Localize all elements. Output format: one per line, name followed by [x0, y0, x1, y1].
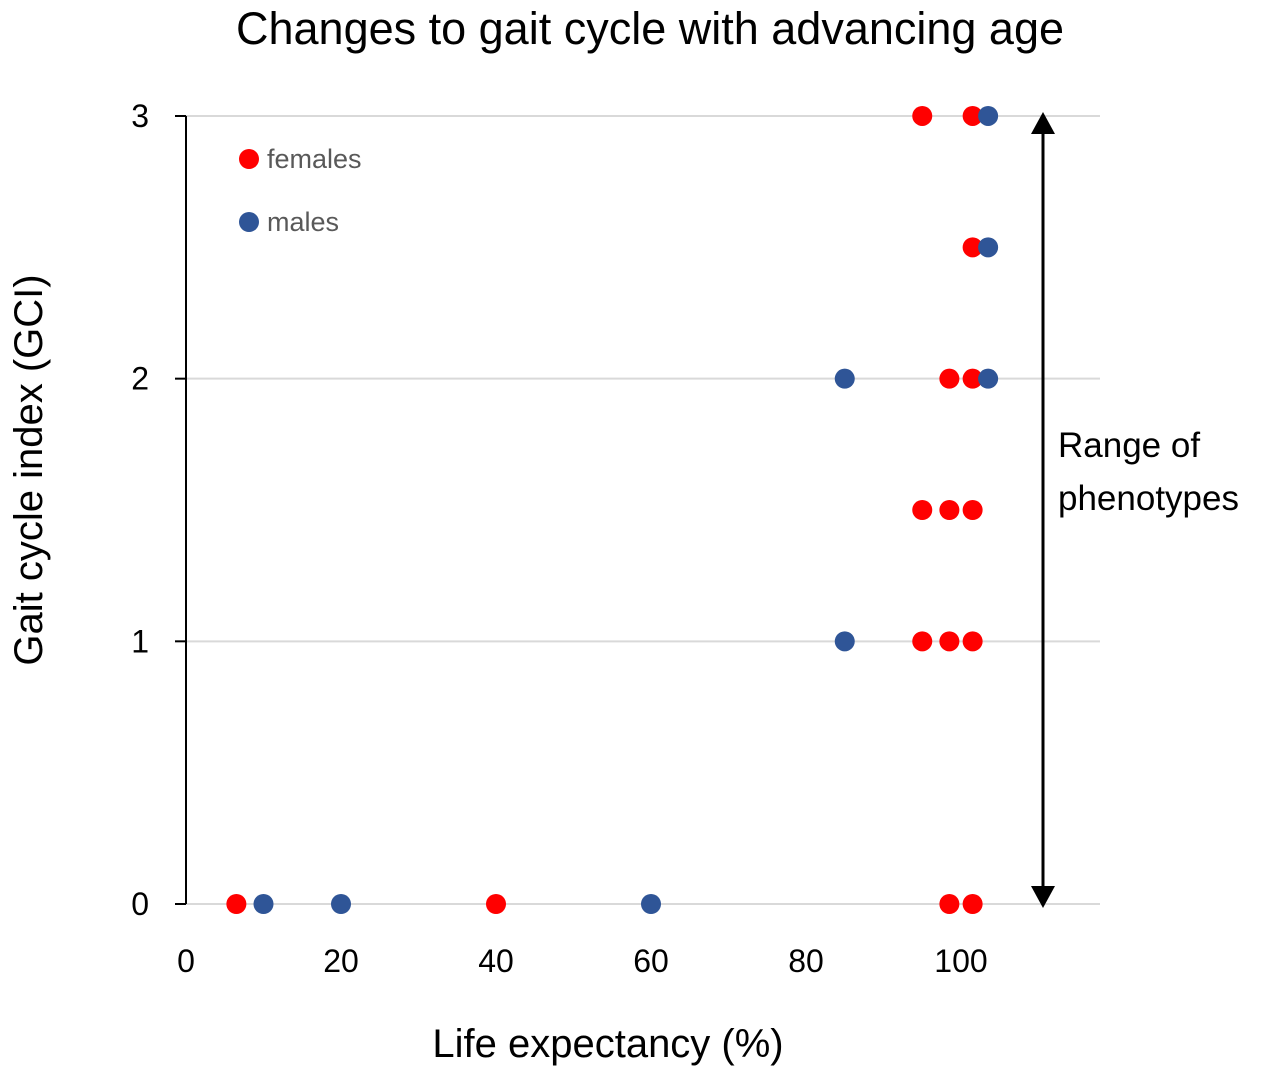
x-tick-label: 80: [788, 943, 824, 979]
data-point-females: [962, 368, 983, 389]
data-point-females: [912, 105, 933, 126]
data-points: [226, 105, 999, 914]
data-point-females: [962, 631, 983, 652]
data-point-females: [962, 894, 983, 914]
y-axis-label: Gait cycle index (GCI): [7, 274, 51, 665]
legend: females males: [239, 144, 362, 237]
x-tick-label: 60: [633, 943, 669, 979]
data-point-females: [962, 105, 983, 126]
y-ticks: 0 1 2 3: [131, 98, 186, 922]
y-tick-label: 1: [131, 623, 149, 659]
data-point-females: [939, 631, 960, 652]
legend-marker-males: [239, 212, 259, 232]
range-arrow-head-bottom: [1031, 886, 1055, 908]
legend-marker-females: [239, 149, 259, 169]
y-tick-label: 2: [131, 361, 149, 397]
legend-label-females: females: [267, 144, 362, 174]
data-point-males: [834, 631, 855, 652]
data-point-males: [641, 894, 661, 914]
range-annotation-line-1: Range of: [1058, 426, 1200, 465]
data-point-males: [834, 368, 855, 389]
x-tick-label: 100: [934, 943, 987, 979]
chart-title: Changes to gait cycle with advancing age: [236, 3, 1064, 54]
y-tick-label: 3: [131, 98, 149, 134]
data-point-females: [962, 499, 983, 520]
data-point-females: [939, 894, 960, 914]
data-point-males: [253, 894, 274, 914]
data-point-females: [912, 631, 933, 652]
y-tick-label: 0: [131, 886, 149, 922]
x-tick-label: 20: [323, 943, 359, 979]
legend-label-males: males: [267, 207, 339, 237]
data-point-females: [912, 499, 933, 520]
data-point-males: [978, 368, 999, 389]
x-axis-label: Life expectancy (%): [432, 1022, 783, 1066]
range-annotation-line-2: phenotypes: [1058, 479, 1239, 518]
x-tick-label: 40: [478, 943, 514, 979]
data-point-males: [331, 894, 351, 914]
data-point-males: [978, 105, 999, 126]
range-arrow-head-top: [1031, 112, 1055, 134]
data-point-females: [962, 237, 983, 258]
data-point-males: [978, 237, 999, 258]
x-tick-label: 0: [177, 943, 195, 979]
data-point-females: [939, 499, 960, 520]
x-ticks: 0 20 40 60 80 100: [177, 943, 988, 979]
phenotype-range-annotation: Range of phenotypes: [1031, 112, 1239, 908]
data-point-females: [486, 894, 506, 914]
data-point-females: [939, 368, 960, 389]
data-point-females: [226, 894, 247, 914]
